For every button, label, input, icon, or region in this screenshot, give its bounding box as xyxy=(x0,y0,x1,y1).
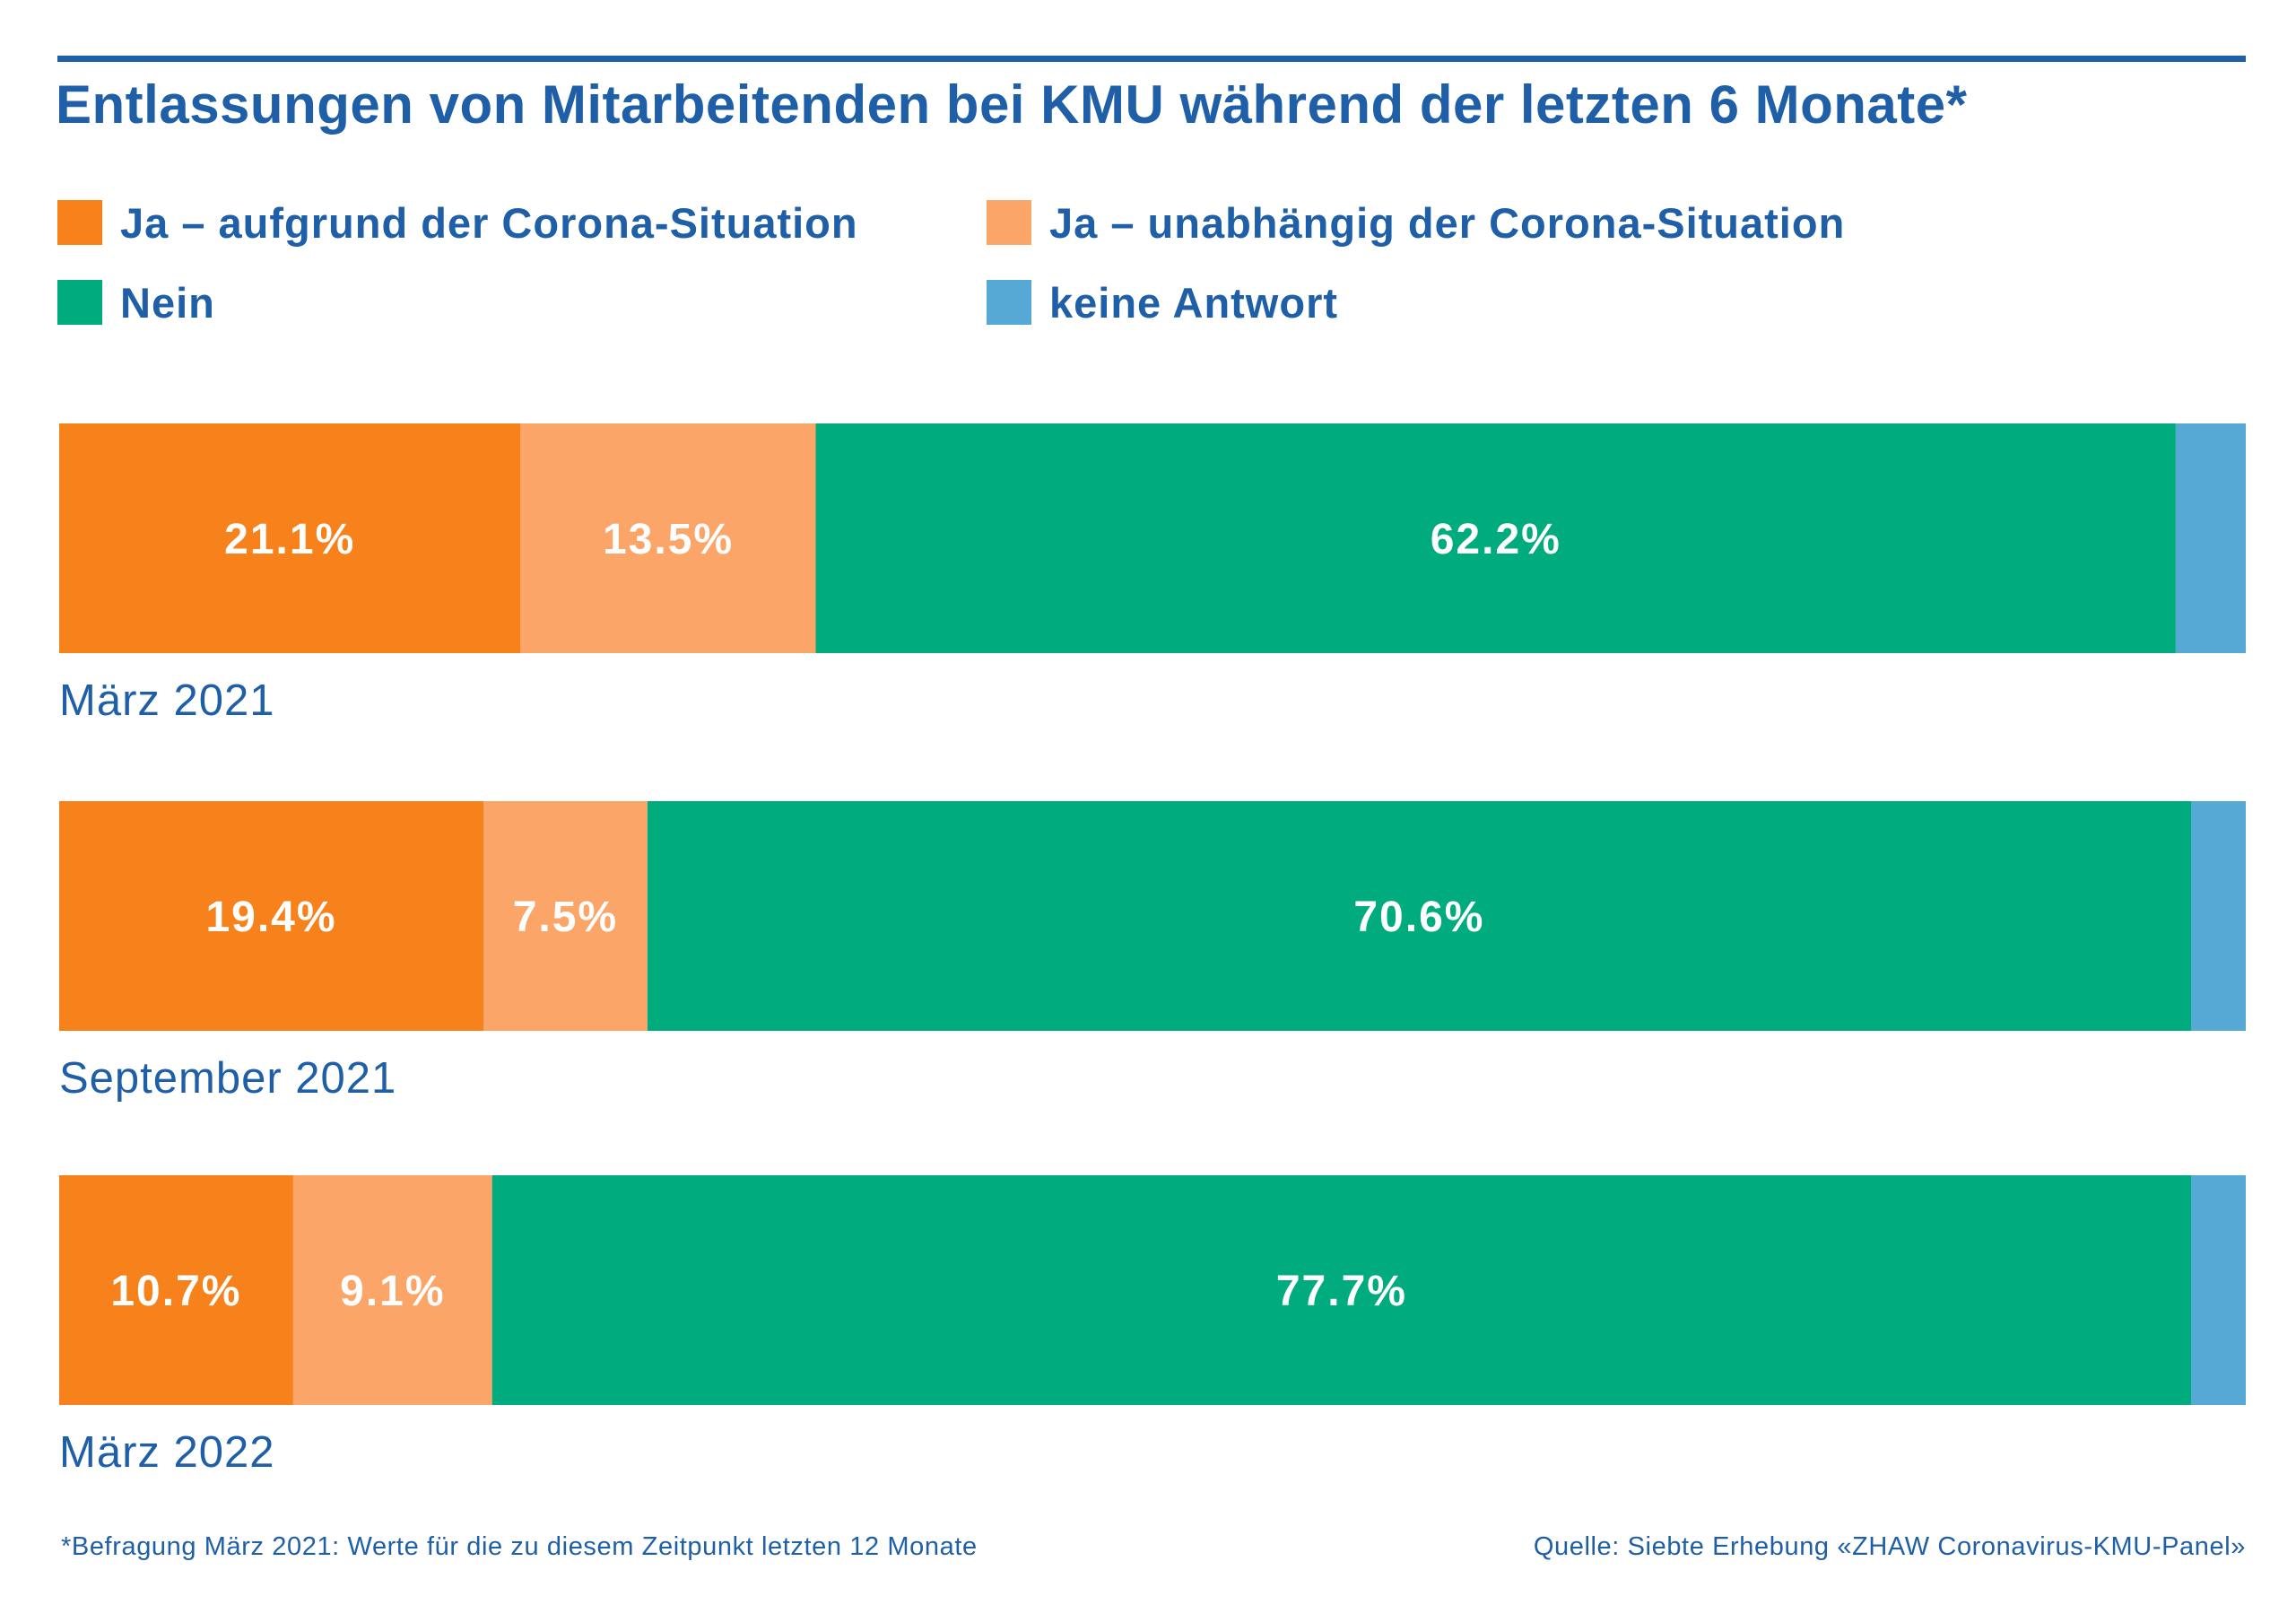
data-label-3-1: 10.7% xyxy=(110,1268,241,1315)
legend-label-keine-antwort: keine Antwort xyxy=(1049,278,1339,327)
data-label-3-3: 77.7% xyxy=(1276,1268,1407,1315)
bar-segment-2-2 xyxy=(483,801,648,1031)
bar-segment-3-2 xyxy=(292,1175,492,1405)
data-label-2-1: 19.4% xyxy=(205,894,336,941)
category-label-1: März 2021 xyxy=(59,676,275,725)
legend-label-unabhaengig: Ja – unabhängig der Corona-Situation xyxy=(1049,198,1846,247)
bar-segment-1-4 xyxy=(2176,423,2246,653)
legend-item-unabhaengig: Ja – unabhängig der Corona-Situation xyxy=(987,198,1846,247)
bar-segment-2-1 xyxy=(59,801,483,1031)
legend-item-corona: Ja – aufgrund der Corona-Situation xyxy=(57,198,858,247)
data-label-3-2: 9.1% xyxy=(340,1268,445,1315)
legend-label-corona: Ja – aufgrund der Corona-Situation xyxy=(120,198,858,247)
bar-segment-1-2 xyxy=(520,423,816,653)
legend-swatch-nein xyxy=(57,280,102,325)
bar-segment-3-3 xyxy=(491,1175,2192,1405)
legend-swatch-corona xyxy=(57,200,102,245)
data-label-1-1: 21.1% xyxy=(224,516,355,563)
legend-item-nein: Nein xyxy=(57,278,215,327)
data-label-2-3: 70.6% xyxy=(1353,894,1484,941)
source-note: Quelle: Siebte Erhebung «ZHAW Coronaviru… xyxy=(1533,1532,2246,1561)
data-label-1-2: 13.5% xyxy=(603,516,734,563)
bar-segment-2-4 xyxy=(2191,801,2246,1031)
legend-swatch-keine-antwort xyxy=(987,280,1031,325)
category-label-3: März 2022 xyxy=(59,1428,275,1477)
legend-item-keine-antwort: keine Antwort xyxy=(987,278,1339,327)
data-label-2-2: 7.5% xyxy=(513,894,618,941)
legend-label-nein: Nein xyxy=(120,278,215,327)
bar-segment-3-4 xyxy=(2191,1175,2246,1405)
bar-segment-2-3 xyxy=(647,801,2191,1031)
bar-segment-3-1 xyxy=(59,1175,293,1405)
legend-swatch-unabhaengig xyxy=(987,200,1031,245)
bar-segment-1-3 xyxy=(815,423,2176,653)
bar-segment-1-1 xyxy=(59,423,521,653)
footnote: *Befragung März 2021: Werte für die zu d… xyxy=(61,1532,978,1561)
title-rule xyxy=(57,56,2246,62)
data-label-1-3: 62.2% xyxy=(1431,516,1561,563)
chart-title: Entlassungen von Mitarbeitenden bei KMU … xyxy=(56,74,1968,135)
category-label-2: September 2021 xyxy=(59,1054,396,1103)
